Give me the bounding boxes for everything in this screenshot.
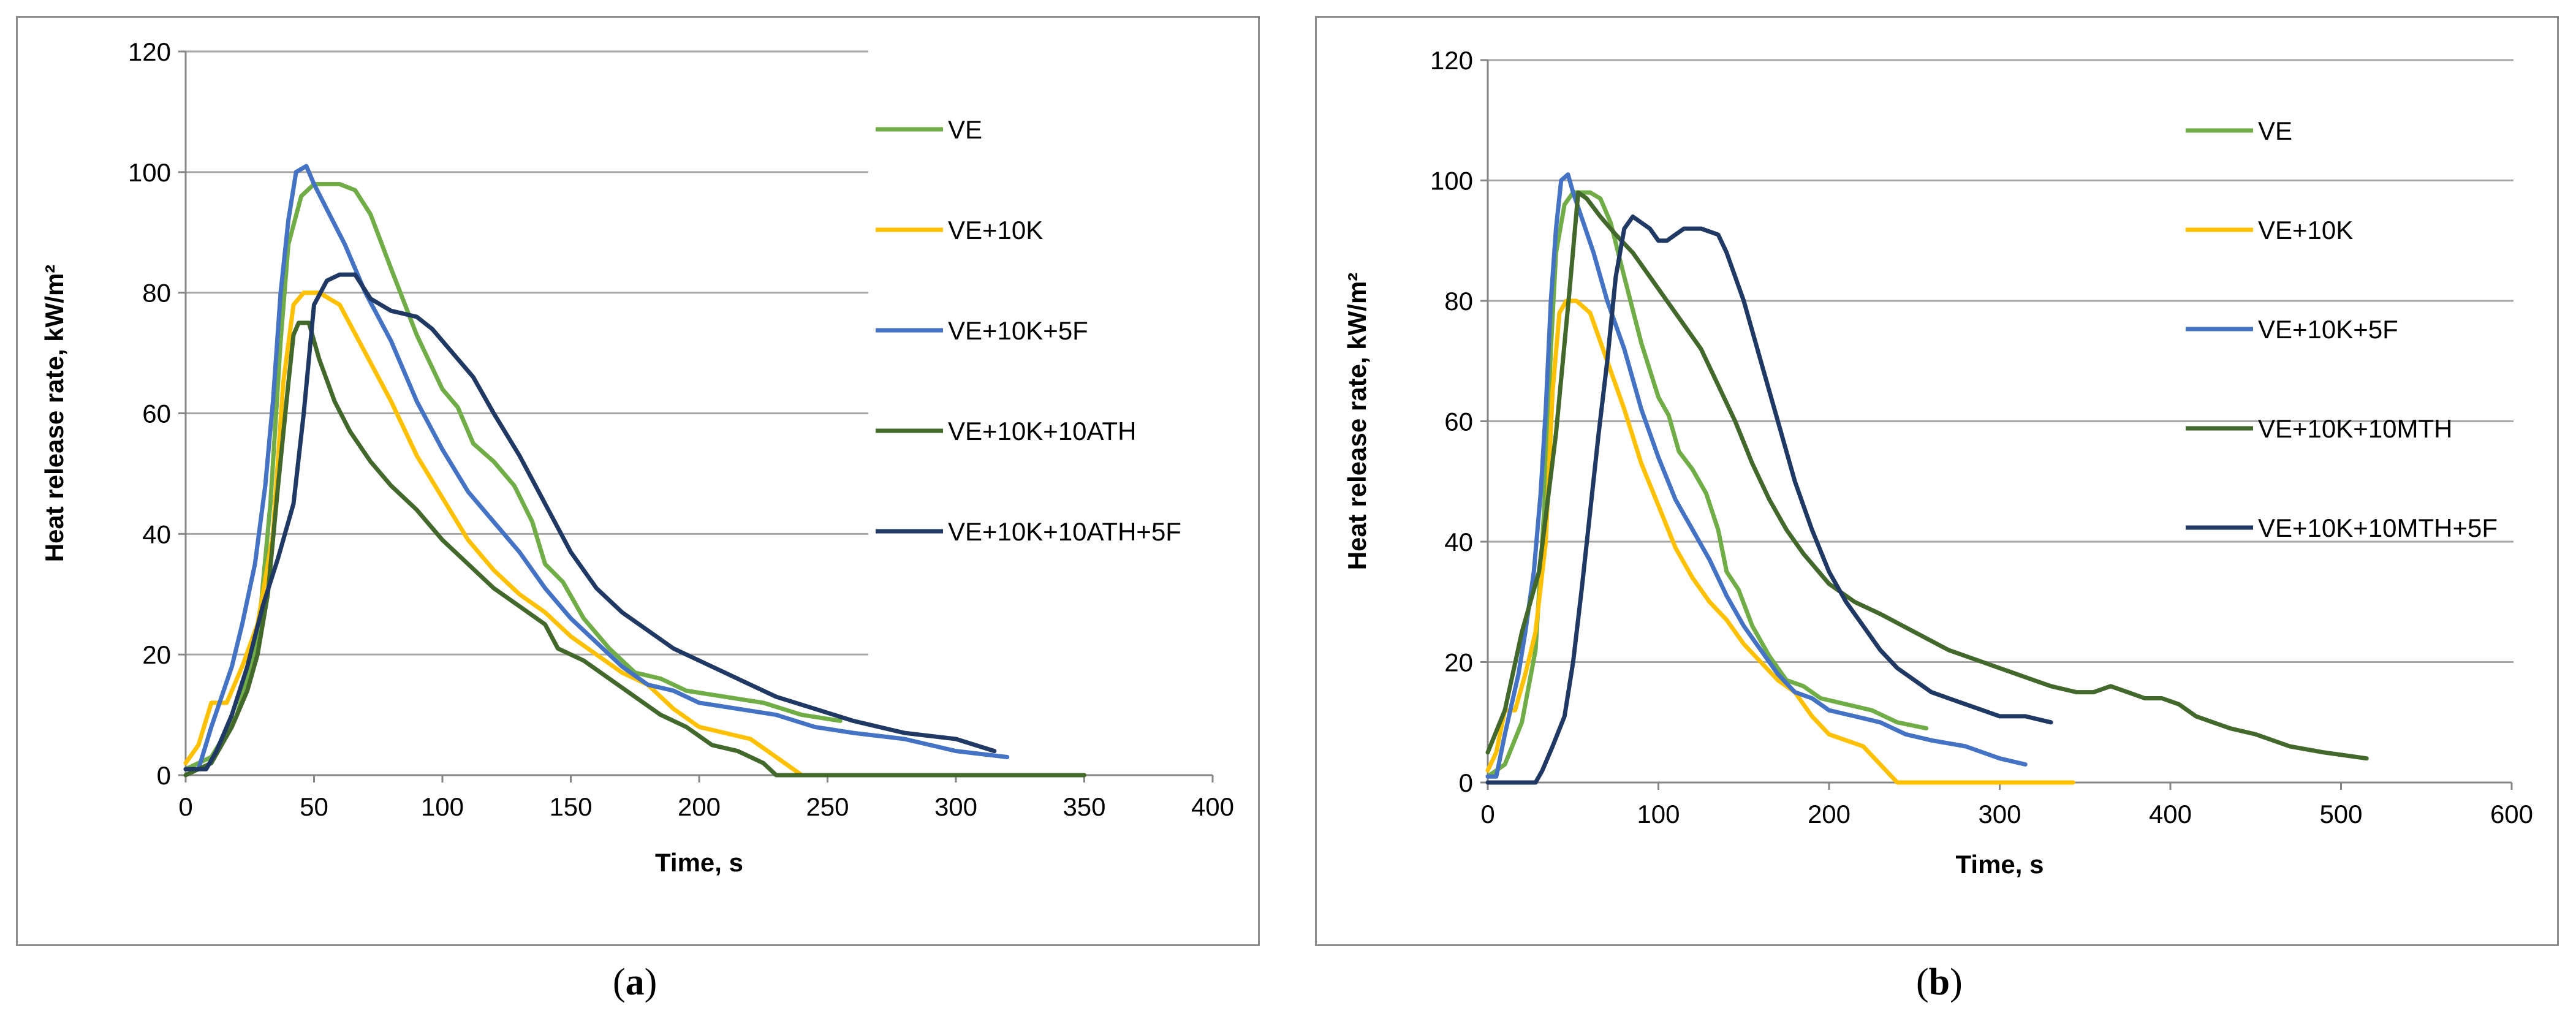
legend-label-a-4: VE+10K+10ATH [948,417,1136,445]
panel-label-a-letter: a [625,961,645,1003]
x-tick-label-b-600: 600 [2490,800,2533,828]
y-tick-label-a-100: 100 [128,158,171,187]
x-tick-label-b-300: 300 [1978,800,2021,828]
x-axis-title-a: Time, s [655,848,743,877]
y-tick-label-b-100: 100 [1430,167,1473,195]
legend-label-b-4: VE+10K+10MTH [2258,414,2453,443]
legend-label-a-2: VE+10K [948,216,1043,244]
x-tick-label-a-300: 300 [934,792,977,821]
x-tick-label-a-50: 50 [300,792,328,821]
x-tick-label-a-0: 0 [178,792,192,821]
x-tick-label-b-400: 400 [2149,800,2192,828]
panel-label-a: (a) [613,961,657,1003]
series-line-b-3 [1485,172,2028,779]
x-tick-label-a-400: 400 [1191,792,1234,821]
series-line-a-3 [183,164,1010,771]
x-tick-label-a-350: 350 [1063,792,1105,821]
y-tick-label-b-40: 40 [1444,528,1473,556]
y-axis-title-a: Heat release rate, kW/m² [40,265,69,563]
legend-label-b-3: VE+10K+5F [2258,315,2398,344]
x-tick-label-a-200: 200 [678,792,721,821]
panel-label-b: (b) [1916,961,1963,1003]
legend-label-b-1: VE [2258,116,2292,145]
legend-label-a-5: VE+10K+10ATH+5F [948,517,1181,546]
y-tick-label-a-20: 20 [142,640,171,669]
legend-label-b-5: VE+10K+10MTH+5F [2258,514,2498,542]
series-line-a-5 [183,272,997,771]
legend-label-a-1: VE [948,115,982,144]
x-tick-label-b-500: 500 [2319,800,2362,828]
x-tick-label-b-0: 0 [1480,800,1494,828]
chart-panel-b: 0 20 40 60 80 100 120 0 100 200 300 400 500 600 Time, … [1315,16,2559,946]
x-tick-label-a-150: 150 [549,792,592,821]
series-line-a-1 [183,182,843,771]
series-line-b-1 [1485,190,1929,779]
x-axis-title-b: Time, s [1956,850,2044,879]
x-tick-label-a-250: 250 [806,792,849,821]
x-tick-label-b-100: 100 [1637,800,1680,828]
y-tick-label-b-60: 60 [1444,407,1473,436]
y-tick-label-b-20: 20 [1444,648,1473,677]
y-tick-label-a-120: 120 [128,37,171,66]
series-line-a-2 [183,290,1086,778]
series-line-b-2 [1485,298,2075,785]
y-axis-title-b: Heat release rate, kW/m² [1343,273,1371,570]
x-tick-label-a-100: 100 [421,792,464,821]
y-tick-label-b-80: 80 [1444,287,1473,316]
y-tick-label-a-0: 0 [157,761,171,790]
chart-svg-b: 0 20 40 60 80 100 120 0 100 200 300 400 500 600 Time, … [1343,46,2533,879]
series-line-b-4 [1485,190,2369,761]
y-tick-label-b-120: 120 [1430,46,1473,75]
series-line-b-5 [1485,214,2053,785]
chart-svg-a: 0 20 40 60 80 100 120 0 50 100 150 200 250 300 350 400 T… [40,37,1234,877]
y-tick-label-a-40: 40 [142,520,171,548]
series-line-a-4 [183,320,1086,778]
y-tick-label-a-80: 80 [142,279,171,308]
y-tick-label-a-60: 60 [142,400,171,428]
legend-label-b-2: VE+10K [2258,216,2353,244]
x-tick-label-b-200: 200 [1808,800,1851,828]
y-tick-label-b-0: 0 [1459,768,1473,797]
chart-panel-a: 0 20 40 60 80 100 120 0 50 100 150 200 250 300 350 400 T… [16,16,1260,946]
panel-label-b-letter: b [1928,961,1950,1003]
legend-label-a-3: VE+10K+5F [948,316,1088,345]
